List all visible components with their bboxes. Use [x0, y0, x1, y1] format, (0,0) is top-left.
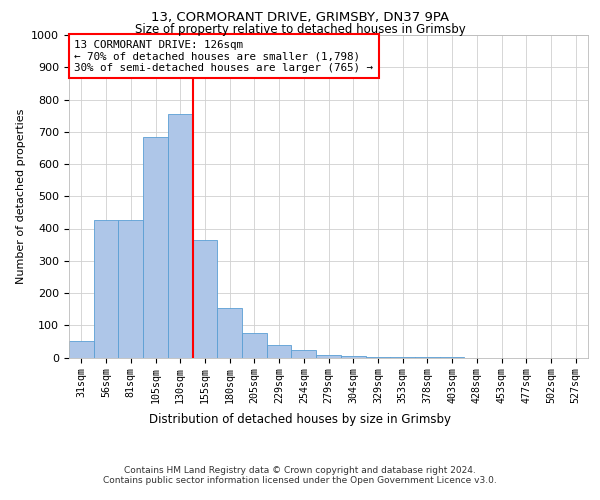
Bar [217, 308, 242, 358]
Text: Contains public sector information licensed under the Open Government Licence v3: Contains public sector information licen… [103, 476, 497, 485]
Y-axis label: Number of detached properties: Number of detached properties [16, 108, 26, 284]
Bar [242, 334, 267, 357]
Text: Contains HM Land Registry data © Crown copyright and database right 2024.: Contains HM Land Registry data © Crown c… [124, 466, 476, 475]
Bar [390, 357, 415, 358]
Bar [193, 240, 217, 358]
Bar [341, 356, 365, 358]
Text: Size of property relative to detached houses in Grimsby: Size of property relative to detached ho… [134, 22, 466, 36]
Text: 13 CORMORANT DRIVE: 126sqm
← 70% of detached houses are smaller (1,798)
30% of s: 13 CORMORANT DRIVE: 126sqm ← 70% of deta… [74, 40, 373, 73]
Bar [168, 114, 193, 358]
Text: 13, CORMORANT DRIVE, GRIMSBY, DN37 9PA: 13, CORMORANT DRIVE, GRIMSBY, DN37 9PA [151, 11, 449, 24]
Bar [292, 350, 316, 358]
Bar [94, 220, 118, 358]
Text: Distribution of detached houses by size in Grimsby: Distribution of detached houses by size … [149, 412, 451, 426]
Bar [118, 220, 143, 358]
Bar [365, 357, 390, 358]
Bar [69, 342, 94, 357]
Bar [267, 345, 292, 358]
Bar [143, 136, 168, 358]
Bar [316, 355, 341, 358]
